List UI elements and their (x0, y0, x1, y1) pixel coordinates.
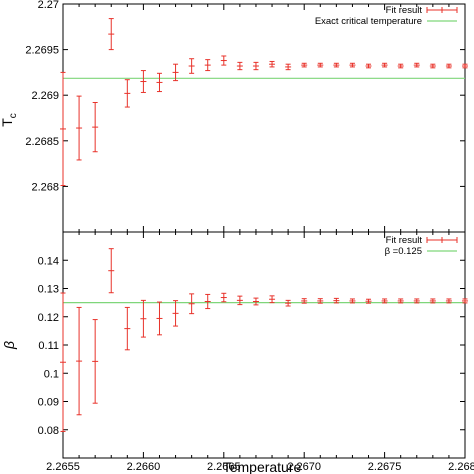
bottom-x-tick-label: 2.2670 (287, 461, 321, 473)
top-data-point (156, 72, 163, 93)
top-x-ticks (62, 4, 466, 232)
top-plot-frame (62, 3, 466, 233)
bottom-panel: 0.08 0.09 0.1 0.11 0.12 0.13 0.14 2.2655 2.2660… (1, 231, 474, 474)
top-legend-fit-sample (426, 7, 458, 13)
bottom-legend-label-beta: β =0.125 (385, 246, 422, 257)
top-y-tick-label: 2.27 (38, 0, 59, 11)
bottom-x-tick-label: 2.2675 (368, 461, 402, 473)
bottom-data-point (413, 298, 420, 304)
bottom-data-point (317, 298, 324, 304)
top-y-ticks: 2.268 2.2685 2.269 2.2695 2.27 (25, 0, 465, 193)
top-data-point (76, 95, 83, 161)
top-data-point (140, 70, 147, 93)
bottom-data-point (349, 298, 356, 304)
top-y-tick-label: 2.268 (31, 181, 59, 193)
top-data-point (381, 62, 388, 68)
bottom-y-ticks: 0.08 0.09 0.1 0.11 0.12 0.13 0.14 (38, 255, 465, 437)
bottom-x-tick-label: 2.2655 (46, 461, 80, 473)
bottom-x-tick-label: 2.2665 (207, 461, 241, 473)
top-data-point (333, 62, 340, 68)
bottom-y-tick-label: 0.12 (38, 312, 59, 324)
top-data-point (108, 18, 115, 51)
top-data-point (92, 101, 99, 153)
bottom-data-point (429, 298, 436, 304)
top-data-point (317, 62, 324, 68)
top-data-point (462, 63, 468, 69)
bottom-data-point (188, 293, 195, 315)
bottom-data-point (124, 306, 131, 351)
top-data-point (124, 79, 131, 108)
bottom-data-point (236, 295, 243, 306)
bottom-data-point (333, 297, 340, 304)
bottom-x-ticks: 2.2655 2.2660 2.2665 2.2670 2.2675 2.2680 (46, 232, 474, 473)
bottom-y-tick-label: 0.14 (38, 255, 59, 267)
bottom-legend-fit-sample (426, 237, 458, 243)
top-data-point (285, 63, 292, 71)
top-legend-label-fit: Fit result (386, 5, 423, 16)
bottom-data-point (462, 298, 468, 304)
top-panel: 2.268 2.2685 2.269 2.2695 2.27 Tc Fit result… (0, 0, 468, 233)
bottom-y-tick-label: 0.08 (38, 425, 59, 437)
bottom-data-point (365, 298, 372, 304)
bottom-data-point (108, 248, 115, 294)
top-legend-label-exact: Exact critical temperature (315, 16, 422, 27)
bottom-data-point (445, 298, 452, 304)
bottom-data-point (301, 298, 308, 304)
bottom-data-point (220, 292, 227, 303)
top-data-point (429, 63, 436, 69)
bottom-x-axis-label: Temperature (223, 459, 302, 474)
bottom-data-point (76, 306, 83, 416)
bottom-data-point (381, 298, 388, 304)
top-data-point (365, 63, 372, 69)
bottom-data-point (172, 300, 179, 327)
bottom-x-tick-label: 2.2660 (127, 461, 161, 473)
top-data-point (204, 59, 211, 72)
top-data-point (220, 55, 227, 66)
top-legend: Fit result Exact critical temperature (315, 5, 458, 27)
top-data-point (172, 63, 179, 82)
top-data-point (397, 63, 404, 69)
top-data-point (252, 61, 259, 71)
bottom-data-point (60, 292, 66, 432)
bottom-x-tick-label: 2.2680 (448, 461, 474, 473)
bottom-data-point (285, 299, 292, 307)
bottom-y-tick-label: 0.11 (38, 340, 59, 352)
top-data-point (236, 61, 243, 71)
bottom-data-point (397, 298, 404, 304)
top-data-point (445, 63, 452, 69)
bottom-legend: Fit result β =0.125 (385, 235, 458, 257)
top-y-tick-label: 2.2695 (25, 45, 59, 57)
bottom-data-point (204, 293, 211, 310)
top-data-point (301, 62, 308, 68)
bottom-y-tick-label: 0.09 (38, 397, 59, 409)
top-data-point (188, 58, 195, 74)
top-data-point (349, 62, 356, 68)
top-data-point (269, 60, 276, 68)
top-y-tick-label: 2.269 (31, 90, 59, 102)
top-y-tick-label: 2.2685 (25, 136, 59, 148)
bottom-series (60, 248, 468, 432)
bottom-data-point (252, 297, 259, 306)
bottom-legend-label-fit: Fit result (386, 235, 423, 246)
bottom-data-point (269, 295, 276, 304)
bottom-data-point (156, 301, 163, 336)
top-y-axis-label: Tc (0, 113, 19, 127)
bottom-data-point (140, 299, 147, 338)
bottom-y-tick-label: 0.13 (38, 284, 59, 296)
top-series (60, 18, 468, 186)
top-data-point (60, 71, 66, 186)
top-data-point (413, 62, 420, 68)
bottom-y-axis-label: β (1, 341, 17, 350)
bottom-plot-frame (62, 231, 466, 459)
bottom-y-tick-label: 0.1 (44, 368, 59, 380)
bottom-data-point (92, 319, 99, 404)
